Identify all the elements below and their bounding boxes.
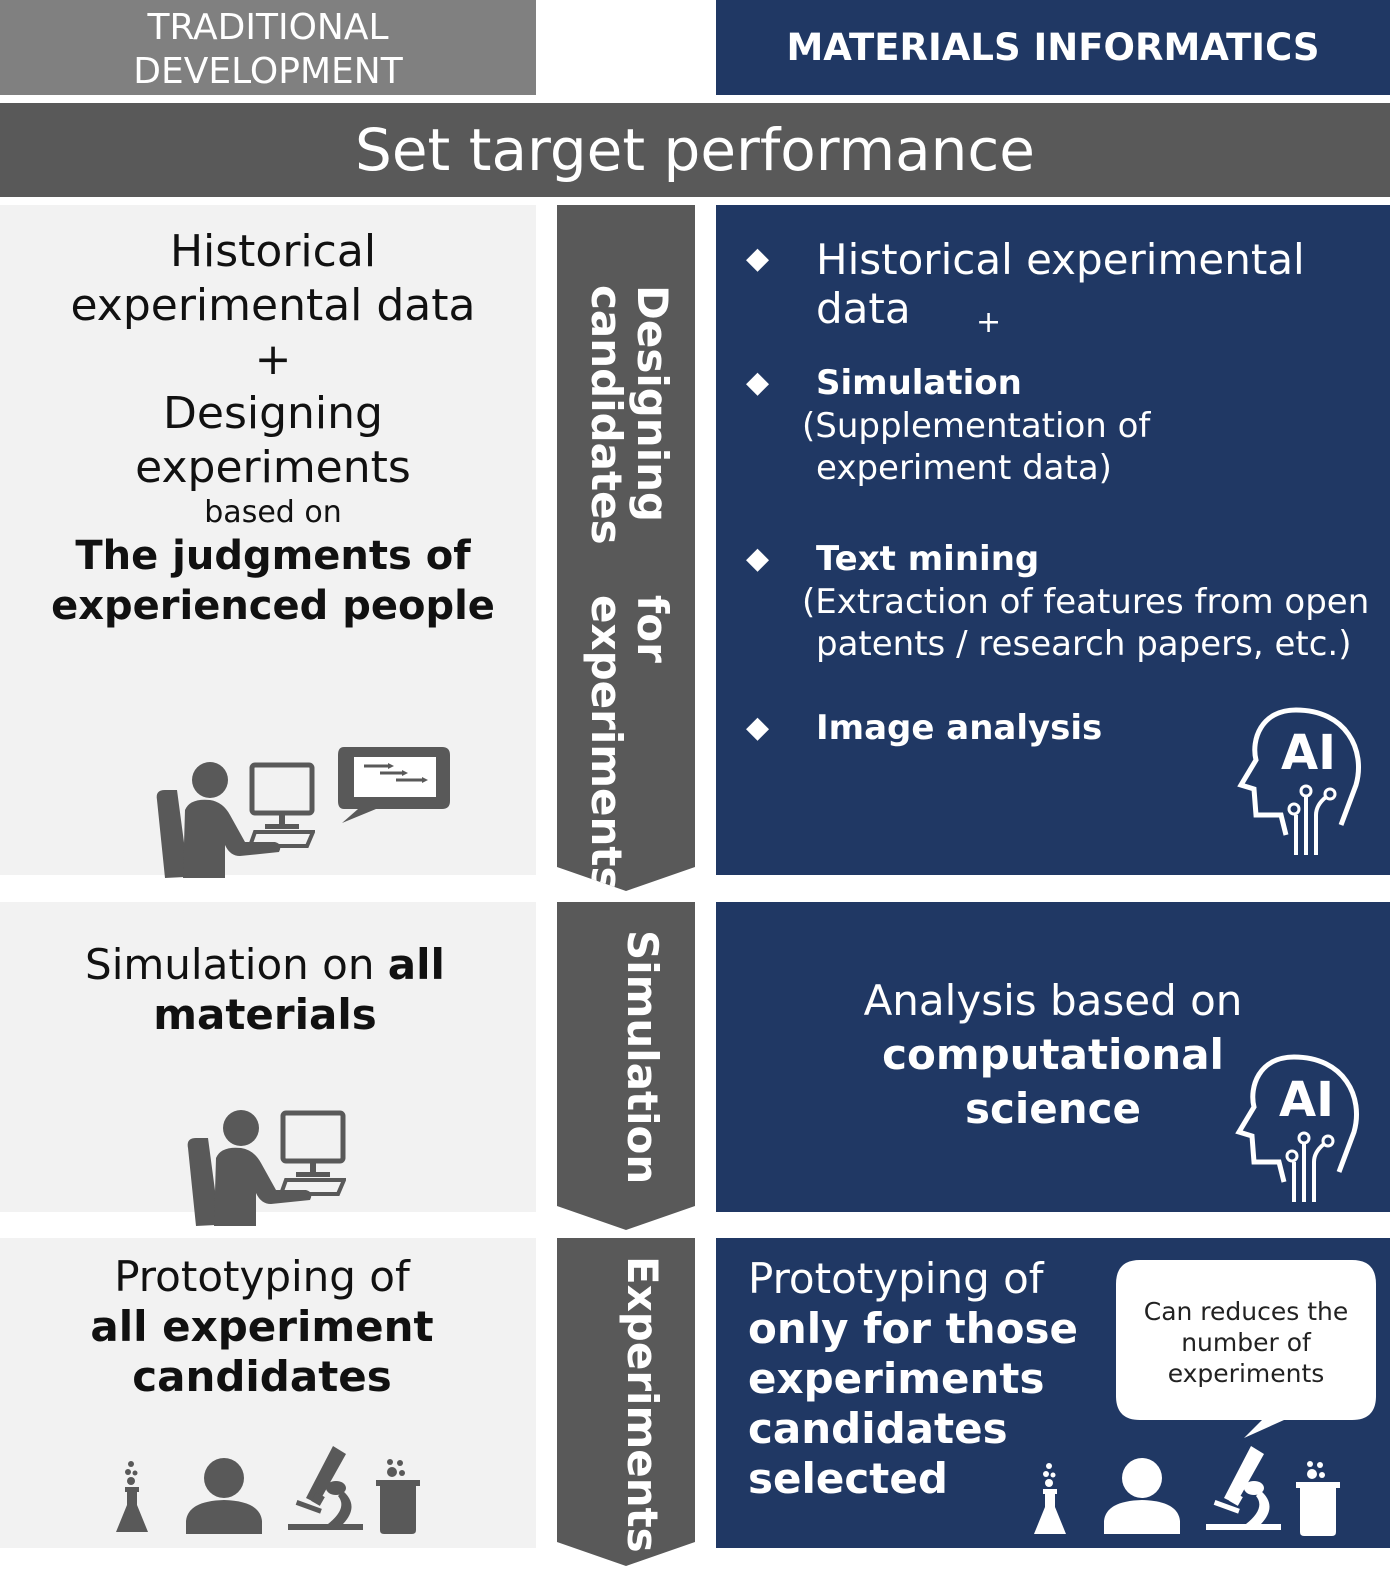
beaker-icon — [1296, 1461, 1340, 1536]
simulation-arrow: Simulation — [557, 902, 695, 1230]
speech-bubble-text: Can reduces the number of experiments — [1114, 1296, 1378, 1389]
text-line: The judgments of — [75, 533, 471, 579]
text-line: Analysis based on — [863, 976, 1243, 1025]
text-line: Image analysis — [816, 708, 1103, 748]
flask-icon — [116, 1461, 148, 1532]
header-line: TRADITIONAL — [147, 7, 389, 48]
traditional-simulation-panel: Simulation on all materials — [0, 902, 536, 1212]
text-line: materials — [153, 990, 377, 1039]
microscope-icon — [1206, 1446, 1281, 1530]
speech-bubble-plan-icon — [338, 747, 450, 823]
arrow-label: Designing candidates — [582, 285, 677, 545]
plus-sign: + — [254, 334, 292, 385]
text-line: (Extraction of features from open — [802, 582, 1370, 622]
header-line: DEVELOPMENT — [133, 51, 403, 92]
arrow-label: Simulation — [618, 930, 667, 1185]
text-line: Prototyping of — [114, 1252, 410, 1301]
text-line: (Supplementation of — [802, 406, 1151, 446]
text-line: Can reduces the — [1143, 1297, 1349, 1326]
beaker-icon — [376, 1459, 420, 1534]
text-line: Simulation on — [85, 940, 388, 989]
design-candidates-arrow: Designing candidates for experiments — [557, 205, 695, 891]
text-line: candidates — [132, 1352, 392, 1401]
traditional-experiments-panel: Prototyping of all experiment candidates — [0, 1238, 536, 1548]
diamond-bullet-icon: ◆ — [746, 241, 770, 276]
text-line: all — [387, 940, 445, 989]
diamond-bullet-icon: ◆ — [746, 365, 770, 400]
person-at-computer-icon — [186, 1108, 346, 1228]
person-icon — [1104, 1458, 1180, 1534]
diamond-bullet-icon: ◆ — [746, 541, 770, 576]
text-line: Simulation — [816, 363, 1022, 403]
text-line: Prototyping of — [748, 1254, 1044, 1303]
text-line: Historical experimental data — [816, 235, 1305, 333]
text-line: Historical — [169, 226, 377, 277]
text-line: selected — [748, 1454, 948, 1503]
text-line: Designing — [163, 388, 383, 439]
plus-sign: + — [976, 305, 1002, 340]
diamond-bullet-icon: ◆ — [746, 710, 770, 745]
text-line: experiment data) — [816, 448, 1112, 488]
flask-icon — [1034, 1463, 1066, 1534]
informatics-simulation-panel: Analysis based on computational science … — [716, 902, 1390, 1212]
arrow-label: for experiments — [582, 594, 677, 891]
ai-head-icon: AI — [1234, 1052, 1379, 1212]
ai-head-icon: AI — [1236, 705, 1381, 865]
text-line: number of — [1181, 1328, 1311, 1357]
materials-informatics-header: MATERIALS INFORMATICS — [716, 0, 1390, 95]
speech-bubble — [1116, 1260, 1376, 1438]
text-line: experiments — [1167, 1359, 1325, 1388]
traditional-development-header: TRADITIONAL DEVELOPMENT — [0, 0, 536, 95]
informatics-design-panel: ◆ Historical experimental data + ◆ Simul… — [716, 205, 1390, 875]
target-performance-banner: Set target performance — [0, 103, 1390, 197]
informatics-experiments-panel: Prototyping of only for those experiment… — [716, 1238, 1390, 1548]
text-line: all experiment — [90, 1302, 434, 1351]
ai-label: AI — [1281, 725, 1337, 781]
text-line: Text mining — [816, 539, 1040, 579]
person-icon — [186, 1458, 262, 1534]
arrow-label: Experiments — [618, 1256, 667, 1553]
text-line: experiments — [748, 1354, 1045, 1403]
text-line: experiments — [135, 442, 411, 493]
microscope-icon — [288, 1446, 363, 1530]
traditional-design-panel: Historical experimental data + Designing… — [0, 205, 536, 875]
ai-label: AI — [1279, 1072, 1335, 1128]
text-line: science — [964, 1084, 1142, 1133]
person-at-computer-icon — [155, 760, 315, 880]
text-line: computational — [882, 1030, 1224, 1079]
text-line: experienced people — [51, 583, 495, 629]
text-line: based on — [204, 495, 342, 530]
experiments-arrow: Experiments — [557, 1238, 695, 1566]
text-line: only for those — [748, 1304, 1078, 1353]
text-line: patents / research papers, etc.) — [816, 624, 1352, 664]
text-line: experimental data — [70, 280, 476, 331]
text-line: candidates — [748, 1404, 1008, 1453]
